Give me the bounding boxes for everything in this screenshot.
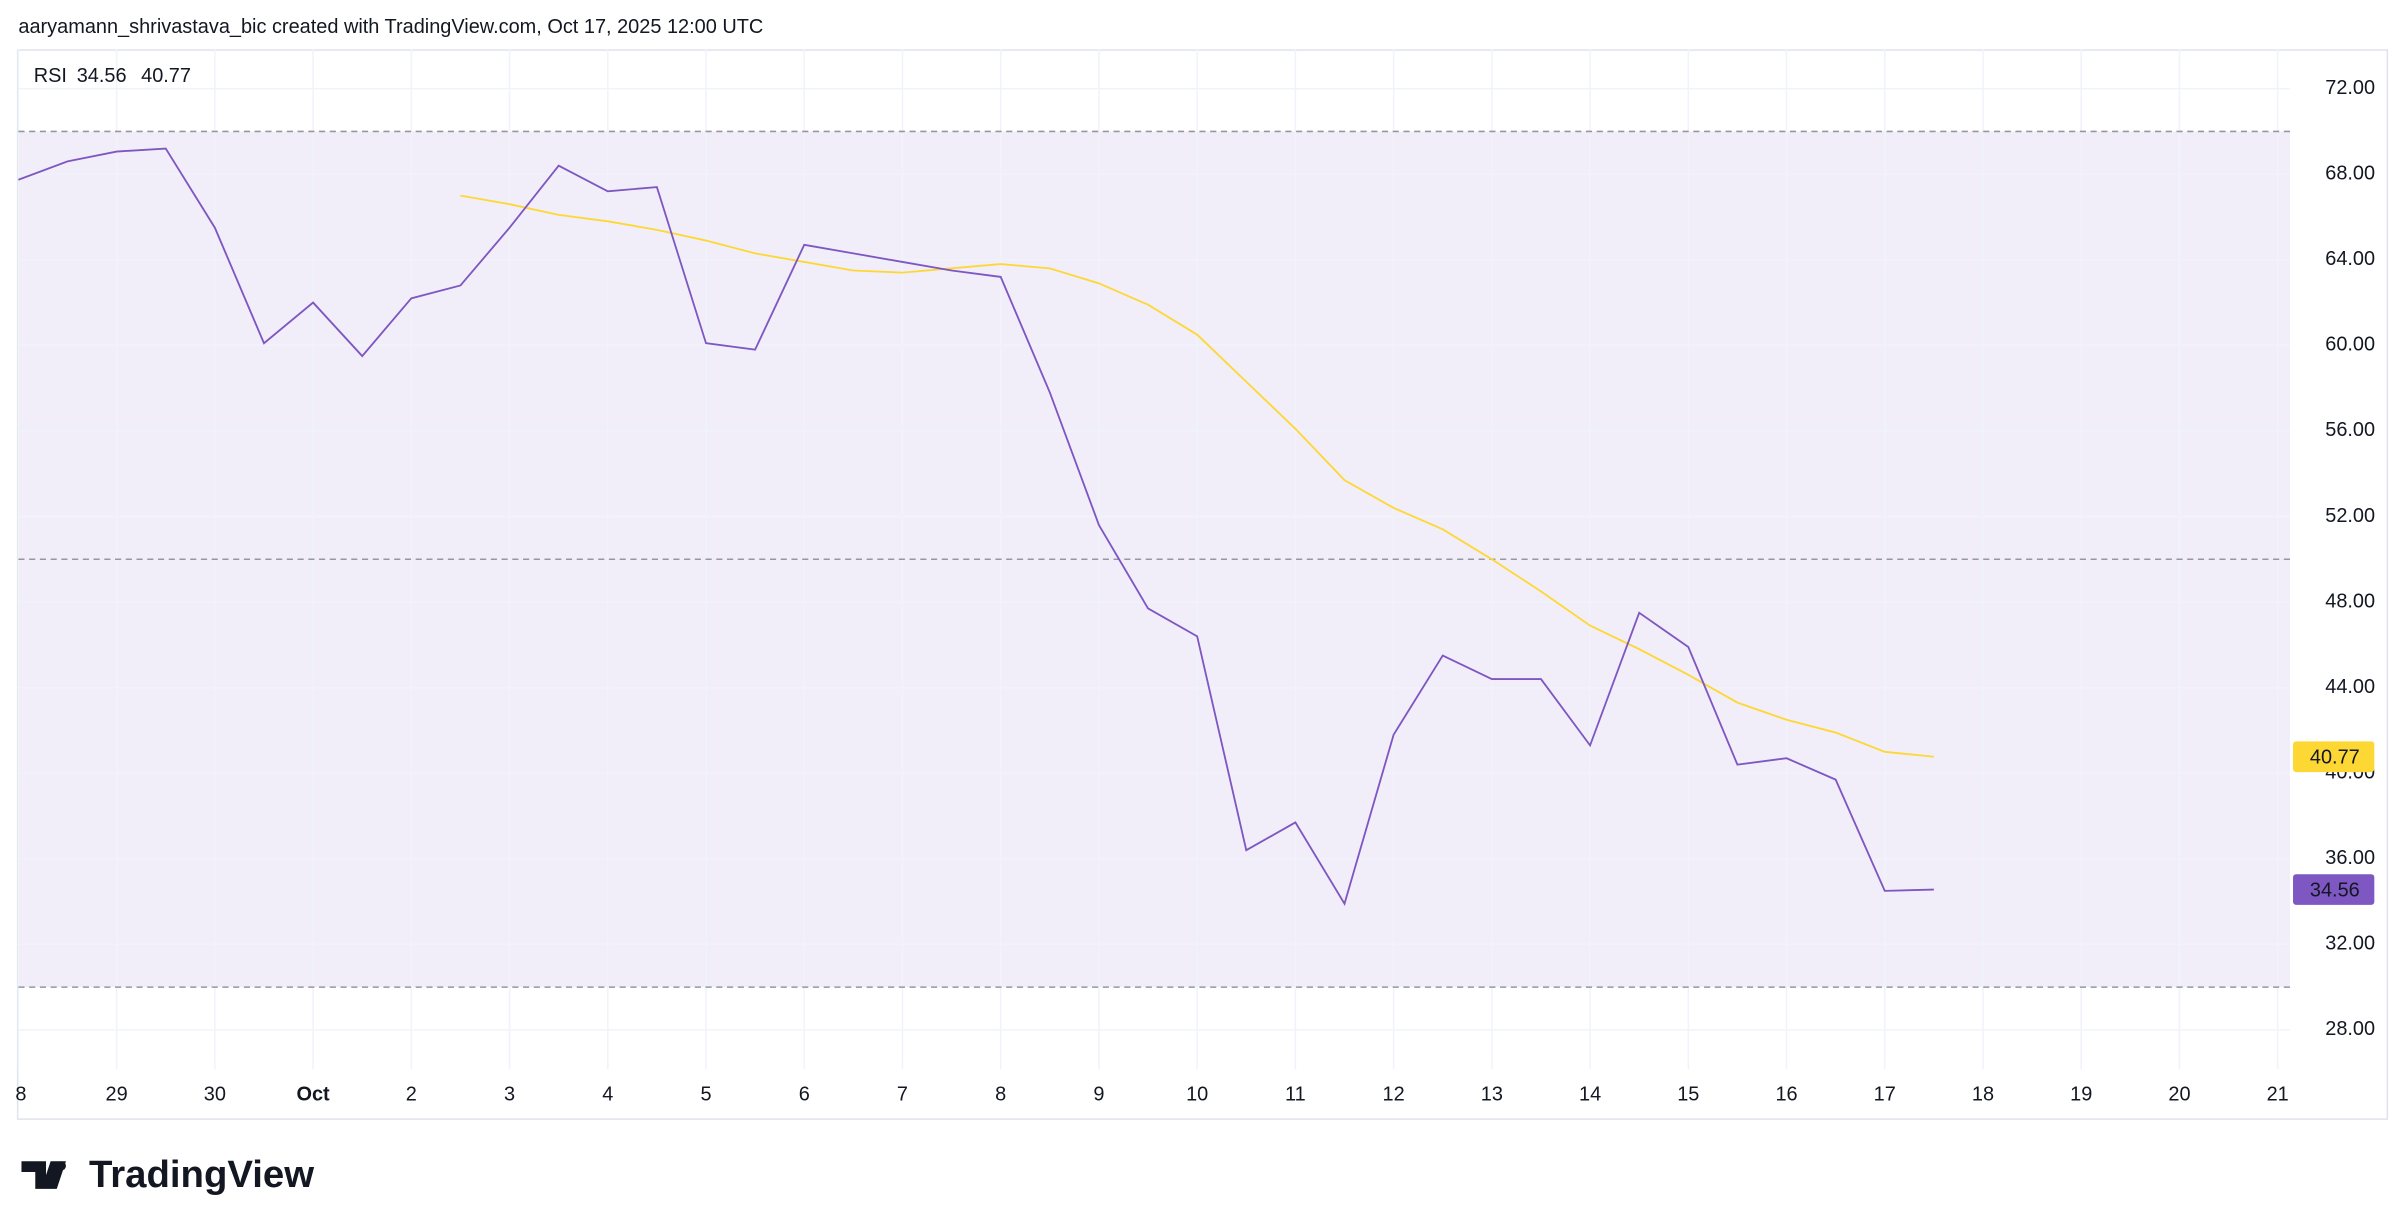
x-tick-label: 15 — [1677, 1084, 1699, 1106]
legend-value: 34.56 — [77, 65, 127, 87]
price-badge-label: 34.56 — [2310, 879, 2360, 901]
x-tick-label: 16 — [1775, 1084, 1797, 1106]
logo-dot — [56, 1161, 66, 1171]
y-tick-label: 36.00 — [2325, 847, 2375, 869]
x-tick-label: 13 — [1481, 1084, 1503, 1106]
y-tick-label: 52.00 — [2325, 505, 2375, 527]
x-tick-label: Oct — [296, 1084, 330, 1106]
x-tick-label: 17 — [1874, 1084, 1896, 1106]
legend-title: RSI — [34, 65, 67, 87]
x-tick-label: 4 — [602, 1084, 613, 1106]
y-tick-label: 68.00 — [2325, 162, 2375, 184]
x-tick-label: 9 — [1093, 1084, 1104, 1106]
y-tick-label: 44.00 — [2325, 676, 2375, 698]
x-tick-label: 8 — [995, 1084, 1006, 1106]
series-line — [460, 194, 1934, 758]
logo-icon — [21, 1161, 66, 1189]
x-tick-label: 30 — [204, 1084, 226, 1106]
x-tick-label: 2 — [406, 1084, 417, 1106]
x-tick-label: 29 — [106, 1084, 128, 1106]
x-tick-label: 21 — [2267, 1084, 2289, 1106]
series-line — [18, 147, 1934, 906]
y-tick-label: 56.00 — [2325, 419, 2375, 441]
x-tick-label: 6 — [799, 1084, 810, 1106]
plot: 28.0032.0036.0040.0044.0048.0052.0056.00… — [15, 49, 2375, 1106]
price-badge — [2293, 874, 2375, 905]
x-tick-label: 8 — [15, 1084, 26, 1106]
y-tick-label: 28.00 — [2325, 1018, 2375, 1040]
logo: TradingView — [21, 1153, 314, 1196]
y-tick-label: 72.00 — [2325, 77, 2375, 99]
y-tick-label: 48.00 — [2325, 590, 2375, 612]
logo-text: TradingView — [89, 1153, 314, 1196]
x-tick-label: 7 — [897, 1084, 908, 1106]
x-tick-label: 10 — [1186, 1084, 1208, 1106]
x-tick-label: 5 — [700, 1084, 711, 1106]
x-tick-label: 11 — [1285, 1084, 1306, 1106]
header-text: aaryamann_shrivastava_bic created with T… — [18, 16, 763, 38]
price-badge — [2293, 741, 2375, 773]
price-badge-label: 40.77 — [2310, 747, 2360, 769]
y-tick-label: 32.00 — [2325, 933, 2375, 955]
x-tick-label: 3 — [504, 1084, 515, 1106]
x-tick-label: 20 — [2168, 1084, 2190, 1106]
y-tick-label: 60.00 — [2325, 334, 2375, 356]
x-tick-label: 19 — [2070, 1084, 2092, 1106]
x-tick-label: 14 — [1579, 1084, 1601, 1106]
x-tick-label: 18 — [1972, 1084, 1994, 1106]
x-tick-label: 12 — [1383, 1084, 1405, 1106]
legend-value: 40.77 — [141, 65, 191, 87]
y-tick-label: 64.00 — [2325, 248, 2375, 270]
